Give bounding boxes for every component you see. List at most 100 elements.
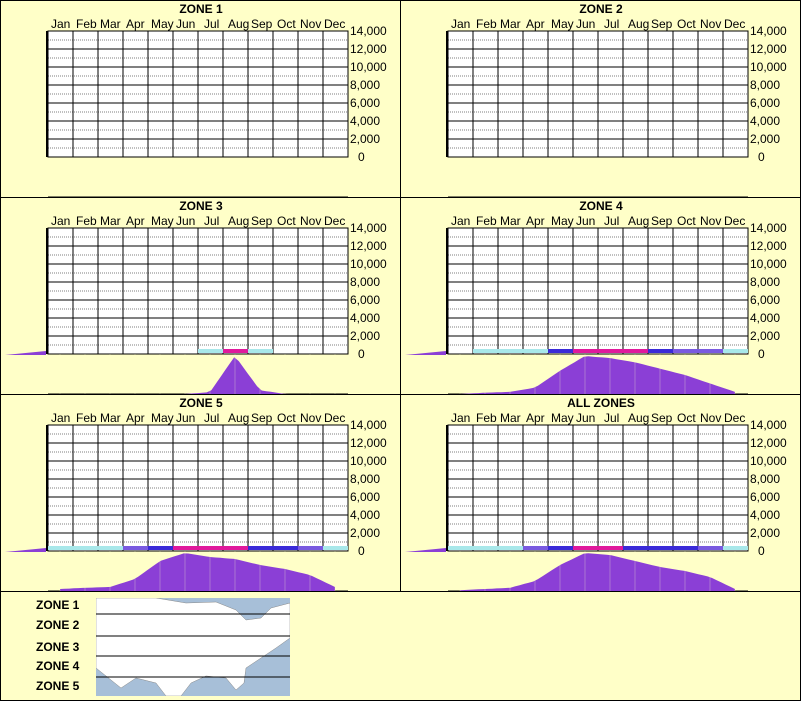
month-label: Nov xyxy=(300,17,322,31)
heat-cell xyxy=(648,349,673,353)
y-tick-label: 2,000 xyxy=(750,526,781,540)
heat-cell xyxy=(323,546,348,550)
side-marker xyxy=(405,548,446,552)
y-tick-label: 12,000 xyxy=(750,42,787,56)
heat-cell xyxy=(698,546,723,550)
chart-panel: ZONE 1 Jan Feb Mar Apr May Jun Jul Aug Sep Oct Nov D… xyxy=(0,0,401,198)
heat-cell xyxy=(148,546,173,550)
heat-cell xyxy=(248,546,273,550)
month-label: Jun xyxy=(576,17,596,31)
heat-cell xyxy=(473,546,498,550)
y-tick-label: 6,000 xyxy=(750,293,781,307)
month-label: Jan xyxy=(451,411,471,425)
month-label: Apr xyxy=(126,214,145,228)
month-label: Feb xyxy=(76,214,97,228)
y-tick-label: 12,000 xyxy=(750,239,787,253)
heat-cell xyxy=(648,546,673,550)
chart-panel: ZONE 2 Jan Feb Mar Apr May Jun Jul Aug Sep Oct Nov D… xyxy=(400,0,801,198)
month-label: Oct xyxy=(277,17,296,31)
month-label: Mar xyxy=(100,214,121,228)
us-map-image xyxy=(96,598,290,696)
month-label: Oct xyxy=(277,411,296,425)
y-tick-label: 12,000 xyxy=(350,239,387,253)
month-label: Jul xyxy=(204,411,220,425)
month-label: Nov xyxy=(700,214,722,228)
heat-cell xyxy=(48,546,73,550)
month-label: Sep xyxy=(651,17,673,31)
month-label: Jan xyxy=(451,214,471,228)
y-tick-label: 4,000 xyxy=(350,508,381,522)
y-tick-label: 2,000 xyxy=(750,132,781,146)
heat-cell xyxy=(523,546,548,550)
legend-label-zone-2: ZONE 2 xyxy=(36,618,80,632)
y-tick-label: 14,000 xyxy=(750,221,787,235)
month-label: Aug xyxy=(628,214,650,228)
month-label: Jan xyxy=(51,411,71,425)
heat-cell xyxy=(273,546,298,550)
y-tick-label: 14,000 xyxy=(350,221,387,235)
y-tick-label: 6,000 xyxy=(350,293,381,307)
month-label: Apr xyxy=(526,411,545,425)
month-label: May xyxy=(151,411,174,425)
heat-cell xyxy=(623,349,648,353)
y-tick-label: 8,000 xyxy=(350,275,381,289)
month-label: Feb xyxy=(476,411,497,425)
month-label: Sep xyxy=(251,411,273,425)
month-label: Nov xyxy=(700,411,722,425)
chart-plot xyxy=(5,424,349,592)
distribution-area xyxy=(460,356,735,394)
heat-cell xyxy=(723,546,748,550)
y-tick-label: 4,000 xyxy=(350,114,381,128)
panel-title: ZONE 5 xyxy=(179,396,223,410)
y-tick-label: 10,000 xyxy=(750,257,787,271)
y-tick-label: 0 xyxy=(358,347,365,361)
y-tick-label: 10,000 xyxy=(750,454,787,468)
month-label: Feb xyxy=(76,17,97,31)
heat-cell xyxy=(598,546,623,550)
month-label: Nov xyxy=(300,411,322,425)
y-tick-label: 4,000 xyxy=(350,311,381,325)
chart-panel: ZONE 3 Jan Feb Mar Apr May Jun Jul Aug Sep Oct Nov D… xyxy=(0,197,401,395)
side-marker xyxy=(5,351,46,355)
y-tick-label: 4,000 xyxy=(750,311,781,325)
heat-cell xyxy=(573,349,598,353)
chart-panel: ZONE 4 Jan Feb Mar Apr May Jun Jul Aug Sep Oct Nov D… xyxy=(400,197,801,395)
month-label: Aug xyxy=(228,214,250,228)
y-tick-label: 8,000 xyxy=(750,78,781,92)
heat-cell xyxy=(248,349,273,353)
heat-cell xyxy=(223,349,248,353)
month-label: Apr xyxy=(126,411,145,425)
month-label: Jun xyxy=(176,17,196,31)
y-tick-label: 6,000 xyxy=(750,490,781,504)
heat-cell xyxy=(498,349,523,353)
month-label: Jul xyxy=(604,214,620,228)
month-label: May xyxy=(151,17,174,31)
month-label: Apr xyxy=(526,214,545,228)
month-label: Sep xyxy=(651,411,673,425)
panel-title: ZONE 2 xyxy=(579,2,623,16)
month-label: Oct xyxy=(677,411,696,425)
month-label: May xyxy=(551,411,574,425)
y-tick-label: 8,000 xyxy=(750,472,781,486)
month-label: Oct xyxy=(277,214,296,228)
y-tick-label: 8,000 xyxy=(350,472,381,486)
month-label: Apr xyxy=(526,17,545,31)
y-tick-label: 14,000 xyxy=(350,418,387,432)
y-tick-label: 2,000 xyxy=(350,132,381,146)
month-label: Jul xyxy=(604,411,620,425)
y-tick-label: 12,000 xyxy=(350,42,387,56)
month-label: Nov xyxy=(700,17,722,31)
y-tick-label: 0 xyxy=(758,150,765,164)
month-label: May xyxy=(151,214,174,228)
y-tick-label: 0 xyxy=(358,150,365,164)
chart-plot xyxy=(46,30,349,198)
month-label: Jan xyxy=(451,17,471,31)
month-label: Jul xyxy=(204,17,220,31)
y-tick-label: 10,000 xyxy=(750,60,787,74)
heat-cell xyxy=(123,546,148,550)
heat-cell xyxy=(548,546,573,550)
heat-cell xyxy=(573,546,598,550)
heat-cell xyxy=(223,546,248,550)
heat-cell xyxy=(548,349,573,353)
month-label: Oct xyxy=(677,214,696,228)
